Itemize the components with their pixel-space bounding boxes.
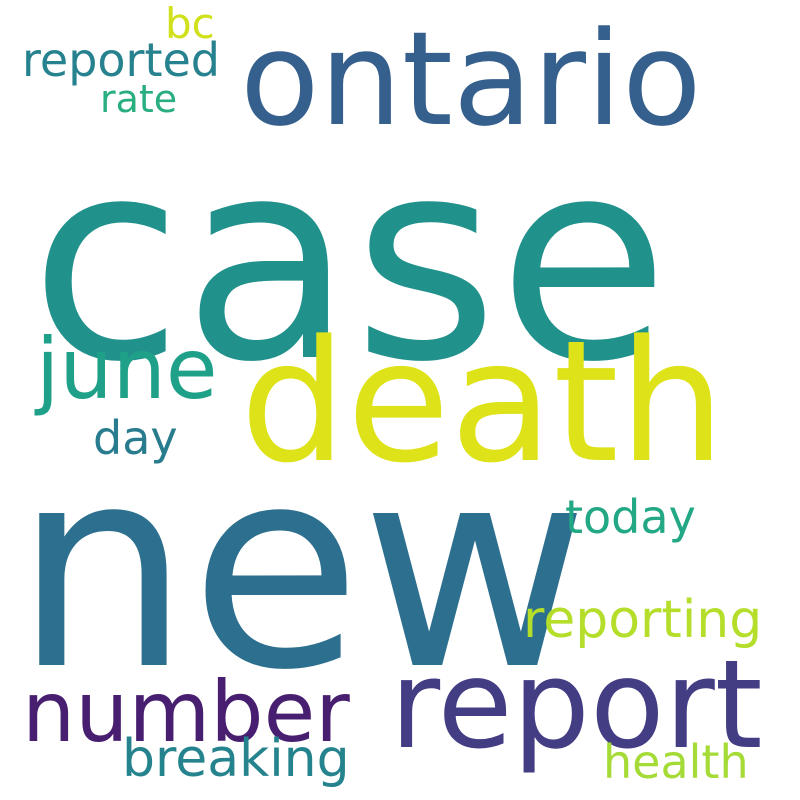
word-number: number	[22, 663, 350, 761]
word-case: case	[30, 99, 670, 423]
word-june: june	[36, 320, 218, 418]
word-new: new	[14, 407, 589, 731]
word-breaking: breaking	[122, 729, 350, 789]
word-today: today	[565, 490, 696, 544]
word-reporting: reporting	[523, 590, 763, 650]
word-reported: reported	[22, 33, 220, 87]
word-bc: bc	[165, 0, 215, 48]
word-ontario: ontario	[240, 3, 702, 155]
word-death: death	[240, 304, 726, 500]
word-day: day	[93, 411, 178, 465]
word-report: report	[390, 634, 763, 776]
word-health: health	[603, 735, 749, 789]
word-rate: rate	[100, 77, 178, 121]
